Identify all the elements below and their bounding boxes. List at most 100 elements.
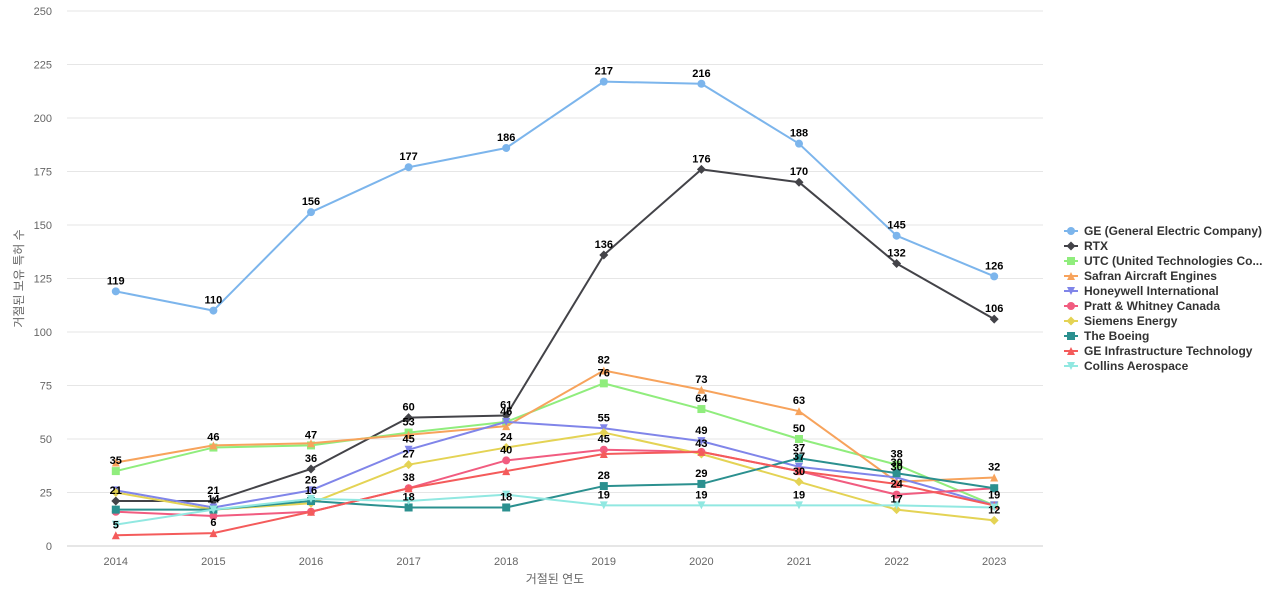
series-line — [115, 448, 995, 518]
x-tick-label: 2017 — [396, 556, 420, 568]
data-label: 46 — [500, 406, 512, 418]
legend-swatch-marker — [1067, 227, 1075, 235]
data-label: 32 — [988, 462, 1000, 474]
data-label: 24 — [500, 432, 513, 444]
y-tick-label: 125 — [34, 274, 52, 286]
legend-item[interactable]: The Boeing — [1064, 329, 1149, 343]
x-tick-label: 2016 — [299, 556, 323, 568]
data-label: 35 — [110, 455, 122, 467]
y-tick-label: 100 — [34, 327, 52, 339]
series-1 — [111, 77, 999, 315]
y-axis-title: 거절된 보유 특허 수 — [12, 229, 26, 327]
legend-swatch-marker — [1067, 347, 1075, 355]
data-point — [795, 501, 803, 510]
data-label: 82 — [598, 355, 610, 367]
series-line — [115, 168, 995, 503]
legend-swatch-marker — [1066, 316, 1076, 326]
data-label: 28 — [598, 470, 610, 482]
y-tick-label: 75 — [40, 381, 52, 393]
legend-label: Pratt & Whitney Canada — [1084, 299, 1220, 313]
data-label: 73 — [695, 374, 707, 386]
legend-label: RTX — [1084, 239, 1108, 253]
legend-swatch-marker — [1067, 287, 1075, 295]
data-point — [501, 410, 511, 420]
x-tick-label: 2015 — [201, 556, 225, 568]
legend-item[interactable]: GE Infrastructure Technology — [1064, 344, 1253, 358]
data-point — [111, 458, 120, 467]
series-10 — [111, 490, 999, 529]
data-label: 47 — [305, 429, 317, 441]
legend-item[interactable]: RTX — [1064, 239, 1108, 253]
legend-item[interactable]: Honeywell International — [1064, 284, 1219, 298]
data-point — [599, 445, 608, 454]
data-point — [794, 177, 804, 187]
data-point — [208, 496, 218, 506]
data-label: 18 — [500, 491, 512, 503]
legend-item[interactable]: Collins Aerospace — [1064, 359, 1189, 373]
data-label: 145 — [887, 220, 905, 232]
data-label: 186 — [497, 132, 515, 144]
series-line — [115, 80, 995, 312]
data-label: 63 — [793, 395, 805, 407]
data-label: 30 — [890, 457, 902, 469]
y-axis-ticks: 0 25 50 75 100 125 150 175 200 225 250 — [34, 6, 52, 553]
data-point — [404, 484, 413, 493]
data-label: 19 — [793, 489, 805, 501]
x-axis-ticks: 2014 2015 2016 2017 2018 2019 2020 2021 2022 2023 — [104, 556, 1007, 568]
data-label: 6 — [210, 517, 216, 529]
data-point — [697, 437, 706, 446]
data-point — [404, 430, 413, 439]
data-point — [502, 422, 511, 431]
data-point — [795, 435, 803, 443]
data-point — [892, 505, 902, 515]
data-point — [795, 407, 803, 416]
legend-item[interactable]: Pratt & Whitney Canada — [1064, 299, 1220, 313]
data-label: 19 — [695, 489, 707, 501]
data-label: 46 — [207, 432, 219, 444]
series-line — [115, 450, 995, 537]
data-label: 106 — [985, 303, 1003, 315]
legend-label: GE (General Electric Company) — [1084, 224, 1262, 238]
data-point — [990, 503, 999, 512]
data-point — [795, 462, 803, 471]
x-tick-label: 2021 — [787, 556, 811, 568]
data-point — [306, 464, 316, 474]
data-point — [111, 488, 121, 497]
data-label: 110 — [205, 295, 223, 307]
data-label: 217 — [595, 66, 613, 78]
data-point — [990, 473, 999, 482]
data-point — [892, 501, 901, 510]
legend-item[interactable]: Safran Aircraft Engines — [1064, 269, 1217, 283]
data-label: 50 — [793, 423, 805, 435]
data-point — [404, 460, 414, 470]
data-point — [209, 306, 218, 315]
series-line — [115, 369, 995, 483]
x-tick-label: 2019 — [592, 556, 616, 568]
data-label: 5 — [113, 519, 119, 531]
data-label: 126 — [985, 260, 1003, 272]
data-label: 45 — [402, 434, 414, 446]
data-label: 176 — [692, 153, 710, 165]
data-point — [599, 366, 608, 375]
data-label: 37 — [793, 442, 805, 454]
data-point — [599, 501, 608, 510]
data-label: 53 — [402, 417, 414, 429]
legend-item[interactable]: GE (General Electric Company) — [1064, 224, 1262, 238]
data-label: 136 — [595, 239, 613, 251]
data-point — [892, 490, 901, 499]
legend-item[interactable]: UTC (United Technologies Co... — [1064, 254, 1262, 268]
data-point — [989, 314, 999, 324]
series-line — [115, 493, 995, 526]
data-point — [502, 467, 511, 476]
data-label: 60 — [402, 402, 414, 414]
data-label: 24 — [890, 479, 903, 491]
data-point — [502, 490, 511, 499]
data-point — [697, 501, 706, 510]
data-label: 37 — [793, 451, 805, 463]
data-label: 45 — [598, 434, 610, 446]
y-tick-label: 200 — [34, 113, 52, 125]
legend-item[interactable]: Siemens Energy — [1064, 314, 1178, 328]
x-tick-label: 2014 — [104, 556, 128, 568]
